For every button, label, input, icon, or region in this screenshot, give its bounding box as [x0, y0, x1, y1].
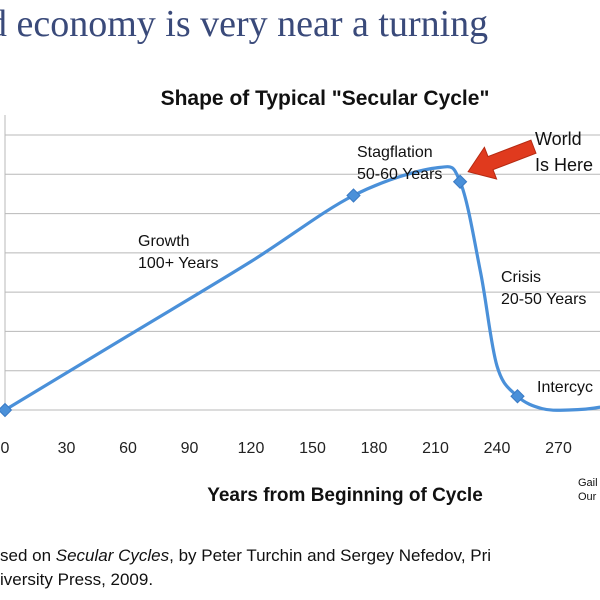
world-label: World: [535, 129, 582, 149]
slide-title: d economy is very near a turning: [0, 3, 489, 45]
x-tick-label: 180: [361, 440, 388, 457]
source-authors: , by Peter Turchin and Sergey Nefedov, P…: [169, 546, 492, 565]
here-arrow: [467, 139, 537, 180]
data-point-marker: [346, 188, 361, 203]
stagflation-duration: 50-60 Years: [357, 166, 443, 183]
growth-annotation: Growth 100+ Years: [138, 231, 219, 275]
stagflation-label: Stagflation: [357, 144, 433, 161]
source-line-2: iversity Press, 2009.: [0, 570, 154, 589]
x-tick-label: 240: [484, 440, 511, 457]
crisis-annotation: Crisis 20-50 Years: [501, 267, 586, 311]
secular-cycle-chart: Shape of Typical "Secular Cycle" 0 30 60 90…: [0, 87, 600, 506]
crisis-label: Crisis: [501, 269, 541, 286]
cycle-line: [4, 165, 600, 412]
credit-line-2: Our: [578, 491, 597, 503]
here-arrow-group: [467, 139, 537, 180]
x-tick-label: 270: [545, 440, 572, 457]
here-arrow-shape: [467, 139, 537, 180]
series-layer: [4, 165, 600, 412]
book-title: Secular Cycles: [55, 546, 170, 565]
source-note: sed on Secular Cycles, by Peter Turchin …: [0, 544, 600, 592]
chart-title: Shape of Typical "Secular Cycle": [161, 87, 490, 110]
x-tick-label: 0: [1, 440, 10, 457]
crisis-duration: 20-50 Years: [501, 291, 587, 308]
credit-line-1: Gail: [578, 477, 598, 489]
x-tick-label: 60: [119, 440, 137, 457]
x-tick-label: 120: [238, 440, 265, 457]
growth-label: Growth: [138, 233, 190, 250]
world-annotation: World Is Here: [535, 126, 593, 178]
credit-annotation: Gail Our: [578, 476, 598, 504]
source-line-1: sed on Secular Cycles, by Peter Turchin …: [0, 544, 600, 568]
x-tick-label: 210: [422, 440, 449, 457]
source-prefix: sed on: [0, 546, 56, 565]
x-tick-label: 90: [181, 440, 199, 457]
stagflation-annotation: Stagflation 50-60 Years: [357, 142, 442, 186]
here-label: Is Here: [535, 155, 594, 175]
grid-layer: [4, 115, 600, 411]
intercycle-annotation: Intercyc: [537, 379, 594, 396]
marker-layer: [0, 174, 525, 418]
data-point-marker: [510, 389, 525, 404]
chart-frame: Shape of Typical "Secular Cycle" 0 30 60 90…: [0, 60, 600, 528]
x-tick-label: 30: [58, 440, 76, 457]
growth-duration: 100+ Years: [138, 255, 219, 272]
x-axis: 0 30 60 90 120 150 180 210 240 270: [1, 440, 572, 457]
data-point-marker: [0, 402, 13, 418]
x-tick-label: 150: [299, 440, 326, 457]
x-axis-label: Years from Beginning of Cycle: [207, 485, 483, 506]
data-point-marker: [452, 174, 468, 189]
